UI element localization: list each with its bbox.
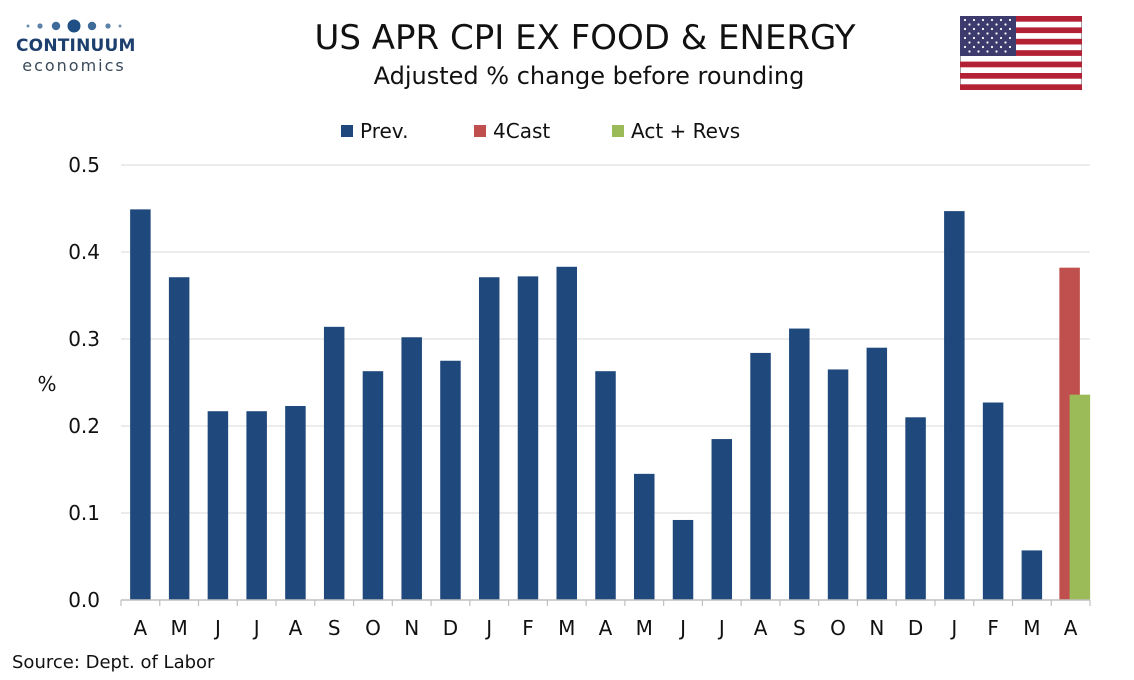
legend-swatch xyxy=(474,125,486,137)
x-tick-label: A xyxy=(289,616,303,640)
bar-act-revs xyxy=(1069,394,1091,600)
x-tick-label: M xyxy=(558,616,575,640)
x-tick-label: O xyxy=(365,616,381,640)
logo-subtitle: economics xyxy=(22,56,126,75)
bar-prev xyxy=(750,352,771,600)
x-tick-label: N xyxy=(404,616,419,640)
x-tick-label: N xyxy=(869,616,884,640)
x-tick-label: M xyxy=(171,616,188,640)
y-tick-label: 0.2 xyxy=(68,414,100,438)
bar-prev xyxy=(246,411,267,600)
bar-prev xyxy=(672,519,694,600)
x-tick-label: M xyxy=(1023,616,1040,640)
x-tick-label: A xyxy=(599,616,613,640)
x-tick-label: J xyxy=(484,616,492,640)
x-tick-label: J xyxy=(717,616,725,640)
x-tick-label: M xyxy=(636,616,653,640)
legend-swatch xyxy=(341,125,353,137)
bar-prev xyxy=(362,371,384,600)
bar-prev xyxy=(827,369,849,600)
legend-swatch xyxy=(612,125,624,137)
bar-prev xyxy=(634,473,655,600)
axes: 0.00.10.20.30.40.5A M J J A S O N D J F M A M J J A S O N D J… xyxy=(68,153,1091,640)
x-tick-label: D xyxy=(908,616,923,640)
x-tick-label: O xyxy=(830,616,846,640)
x-tick-label: F xyxy=(987,616,999,640)
legend: Prev. 4Cast Act + Revs xyxy=(341,119,740,143)
bar-prev xyxy=(905,417,926,600)
bar-prev xyxy=(168,277,190,600)
legend-label: 4Cast xyxy=(493,119,550,143)
legend-label: Prev. xyxy=(360,119,408,143)
x-tick-label: J xyxy=(678,616,686,640)
bar-prev xyxy=(789,328,810,600)
bar-prev xyxy=(130,209,151,600)
bar-prev xyxy=(982,402,1004,600)
logo-dots-icon xyxy=(26,19,122,33)
x-tick-label: J xyxy=(213,616,221,640)
continuum-logo: CONTINUUM economics xyxy=(14,14,136,76)
x-tick-label: S xyxy=(328,616,341,640)
bar-prev xyxy=(323,326,345,600)
y-tick-label: 0.3 xyxy=(68,327,100,351)
bar-prev xyxy=(1021,550,1043,600)
source-note: Source: Dept. of Labor xyxy=(12,652,215,673)
bar-prev xyxy=(944,211,965,601)
y-tick-label: 0.5 xyxy=(68,153,100,177)
bar-prev xyxy=(285,405,306,600)
y-tick-label: 0.1 xyxy=(68,501,100,525)
y-tick-label: 0.4 xyxy=(68,240,100,264)
us-flag-icon xyxy=(960,16,1082,90)
x-tick-label: J xyxy=(252,616,260,640)
x-tick-label: J xyxy=(949,616,957,640)
x-tick-label: A xyxy=(134,616,148,640)
bar-prev xyxy=(866,347,888,600)
bar-prev xyxy=(440,360,461,600)
y-axis-label: % xyxy=(37,372,56,396)
x-tick-label: D xyxy=(443,616,458,640)
x-tick-label: F xyxy=(522,616,534,640)
bars xyxy=(130,209,1091,601)
x-tick-label: A xyxy=(754,616,768,640)
logo-name: CONTINUUM xyxy=(16,36,136,56)
bar-prev xyxy=(478,277,500,600)
x-tick-label: S xyxy=(793,616,806,640)
bar-prev xyxy=(207,411,229,600)
bar-prev xyxy=(517,276,539,600)
x-tick-label: A xyxy=(1064,616,1078,640)
y-tick-label: 0.0 xyxy=(68,588,100,612)
legend-label: Act + Revs xyxy=(631,119,740,143)
chart-title: US APR CPI EX FOOD & ENERGY xyxy=(314,18,856,58)
bar-prev xyxy=(556,266,577,600)
bar-prev xyxy=(595,371,616,600)
chart-subtitle: Adjusted % change before rounding xyxy=(373,62,805,90)
bar-prev xyxy=(401,337,422,600)
bar-prev xyxy=(711,439,733,600)
